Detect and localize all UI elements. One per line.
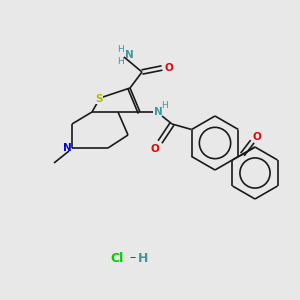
Text: O: O xyxy=(165,63,173,73)
Text: –: – xyxy=(130,251,136,265)
Text: H: H xyxy=(118,44,124,53)
Text: O: O xyxy=(252,131,261,142)
Text: N: N xyxy=(154,107,162,117)
Text: H: H xyxy=(162,101,168,110)
Text: H: H xyxy=(118,58,124,67)
Text: N: N xyxy=(63,143,71,153)
Text: N: N xyxy=(124,50,134,60)
Text: H: H xyxy=(138,251,148,265)
Text: O: O xyxy=(151,144,159,154)
Text: S: S xyxy=(95,94,103,104)
Text: Cl: Cl xyxy=(110,251,124,265)
